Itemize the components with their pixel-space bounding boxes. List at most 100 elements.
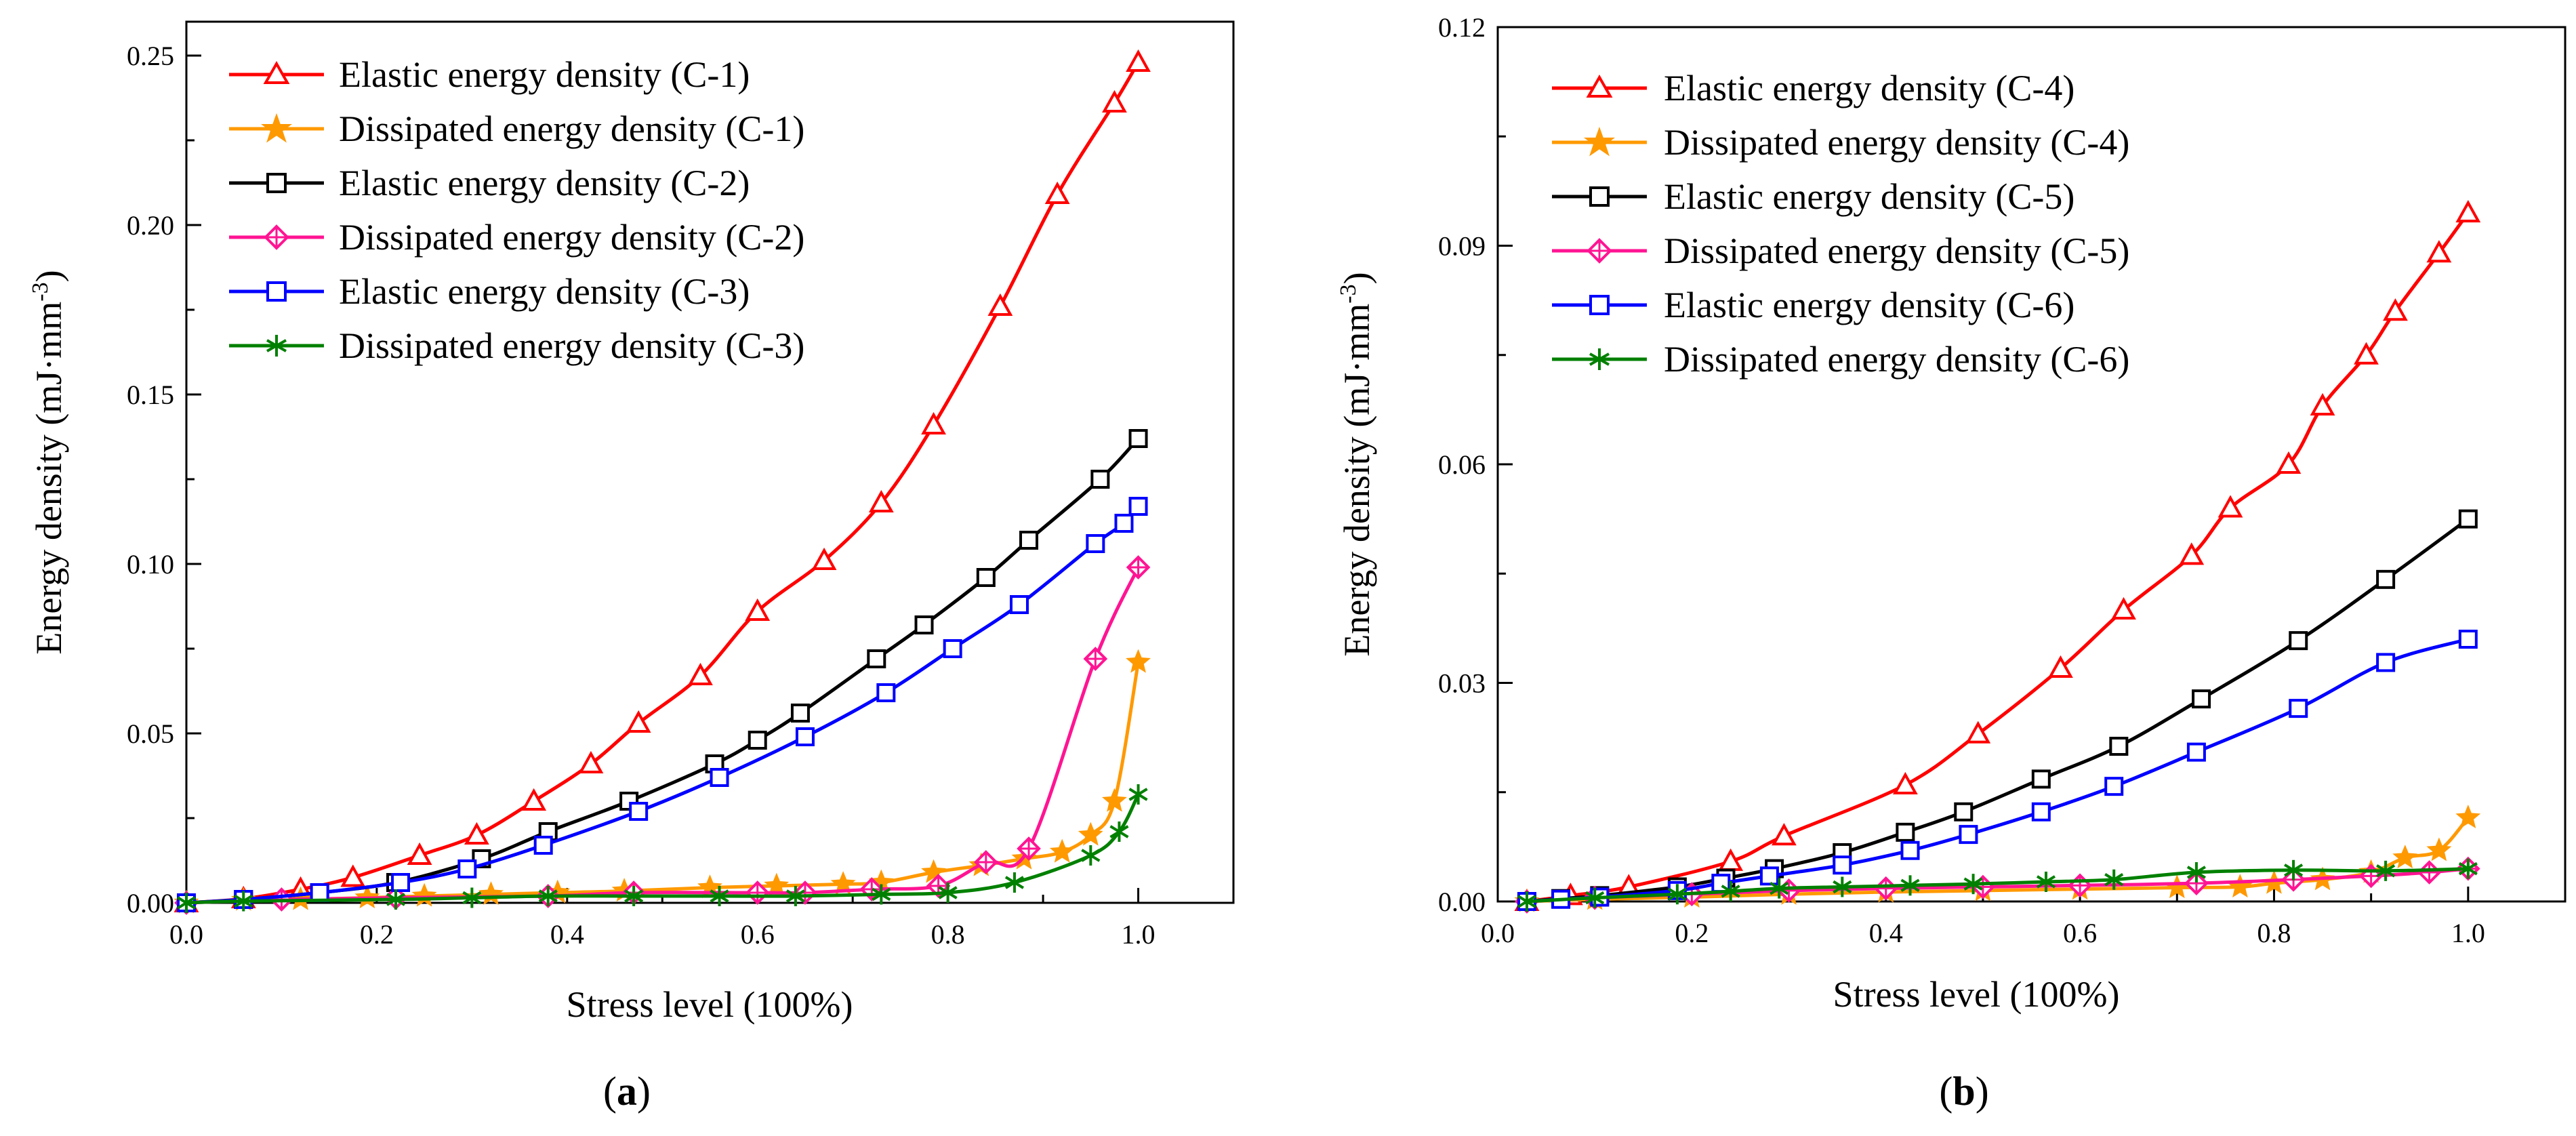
legend-b-entry-3: Elastic energy density (C-5) xyxy=(1552,176,2074,217)
panel-a-series-1-point xyxy=(464,821,489,845)
panel-a-series-5-point xyxy=(1114,514,1134,533)
panel-b-series-5-point xyxy=(2289,699,2308,718)
panel-a-series-5-point xyxy=(457,859,477,878)
panel-b-caption: (b) xyxy=(1939,1069,1988,1114)
panel-a-series-6-point xyxy=(538,886,558,906)
panel-a-series-layer xyxy=(173,49,1151,915)
legend-a-entry-2: Dissipated energy density (C-1) xyxy=(229,108,804,149)
panel-b-series-5-point xyxy=(2458,630,2478,649)
panel-a-series-3-point xyxy=(619,792,639,811)
panel-b-ytick-label: 0.03 xyxy=(1438,668,1486,699)
panel-a-xtick-label: 0.2 xyxy=(360,919,394,950)
panel-a-series-6 xyxy=(176,784,1148,913)
panel-a-series-1-point xyxy=(1126,49,1151,72)
panel-a: 0.0 0.2 0.4 0.6 0.8 1.0 0.00 0.05 0.10 0.15 0.20 0.… xyxy=(28,20,1235,1114)
panel-b-caption-open: ( xyxy=(1939,1069,1953,1114)
panel-b-series-1-point xyxy=(1892,771,1918,794)
panel-b-series-3-point xyxy=(2031,769,2051,789)
panel-b-series-5-point xyxy=(2104,777,2124,796)
panel-a-ytick-label: 0.10 xyxy=(127,549,174,580)
panel-b-series-6-point xyxy=(2376,860,2396,881)
legend-a-label-5: Elastic energy density (C-3) xyxy=(339,271,750,312)
panel-b-series-1-point xyxy=(2354,342,2379,365)
panel-b-series-1-point xyxy=(2455,200,2481,223)
panel-b-series-5 xyxy=(1517,630,2478,911)
panel-b-series-6 xyxy=(1517,858,2478,912)
legend-a-square-icon xyxy=(266,173,287,193)
panel-b-series-1-point xyxy=(2426,240,2452,263)
panel-b-xtick-label: 0.6 xyxy=(2063,918,2097,948)
panel-a-series-1-point xyxy=(1102,89,1127,113)
panel-b-series-4-point xyxy=(1873,876,1898,901)
panel-b-x-axis-title: Stress level (100%) xyxy=(1833,974,2120,1015)
panel-a-series-6-point xyxy=(1081,845,1101,866)
panel-b-series-6-point xyxy=(1721,880,1740,901)
legend-b-triangle-icon xyxy=(1586,74,1613,98)
panel-a-series-3-point xyxy=(1128,429,1148,448)
panel-a-caption-open: ( xyxy=(603,1069,617,1114)
panel-a-series-4-point xyxy=(973,850,998,874)
panel-a-series-4-point xyxy=(1017,836,1041,861)
panel-b-series-5-point xyxy=(2031,802,2051,821)
legend-b-diamond-icon xyxy=(1587,238,1612,264)
panel-a-series-6-point xyxy=(785,886,805,906)
panel-b-series-2-point xyxy=(2455,805,2481,828)
panel-a-series-1-line xyxy=(184,60,1140,905)
panel-b-series-6-point xyxy=(1900,875,1920,896)
legend-a-label-6: Dissipated energy density (C-3) xyxy=(339,325,804,366)
panel-a-series-1-point xyxy=(987,293,1013,316)
panel-b-xtick-label: 0.8 xyxy=(2257,918,2291,948)
panel-a-series-2-point xyxy=(1126,649,1151,673)
panel-b-series-1-point xyxy=(1771,823,1797,846)
panel-b-y-axis-title-exp: -3 xyxy=(1336,284,1361,303)
panel-b-series-6-point xyxy=(2186,862,2206,883)
panel-b-series-3-line xyxy=(1525,517,2470,904)
legend-b-asterisk-icon xyxy=(1589,348,1610,370)
panel-b-series-1-point xyxy=(2217,495,2243,518)
panel-b-series-6-point xyxy=(1517,891,1537,912)
panel-b-series-2-point xyxy=(2426,837,2452,861)
panel-b-series-1-point xyxy=(2310,392,2335,415)
panel-a-y-axis-title-main: Energy density (mJ·mm xyxy=(28,302,69,655)
panel-b-series-4-point xyxy=(2417,860,2442,885)
panel-a-series-5-point xyxy=(943,639,962,658)
panel-a-ytick-label: 0.25 xyxy=(127,41,174,71)
panel-a-caption-close: ) xyxy=(637,1069,651,1114)
panel-a-series-3-point xyxy=(976,568,996,587)
legend-b-star-icon xyxy=(1584,127,1615,157)
legend-a-square-icon-blue xyxy=(266,281,287,302)
panel-a-series-2-point xyxy=(1049,838,1075,863)
panel-a-series-6-point xyxy=(710,886,729,906)
panel-b-series-6-point xyxy=(2104,869,2124,890)
panel-a-series-6-point xyxy=(176,893,197,913)
legend-b-entry-2: Dissipated energy density (C-4) xyxy=(1552,122,2129,163)
panel-a-series-1-point xyxy=(407,842,432,865)
panel-a-x-axis-title: Stress level (100%) xyxy=(567,984,853,1025)
panel-b-ytick-label: 0.09 xyxy=(1438,231,1486,262)
panel-b-series-5-point xyxy=(1759,866,1779,886)
panel-b-ytick-label: 0.12 xyxy=(1438,12,1486,43)
legend-a-label-1: Elastic energy density (C-1) xyxy=(339,54,750,95)
panel-b-series-3-point xyxy=(2458,509,2478,529)
panel-a-series-5-point xyxy=(533,836,553,855)
legend-a-entry-1: Elastic energy density (C-1) xyxy=(229,54,750,95)
panel-a-series-2-point xyxy=(478,881,504,906)
panel-a-ytick-label: 0.15 xyxy=(127,380,174,410)
panel-a-series-2-point xyxy=(1102,788,1127,812)
panel-b-series-6-point xyxy=(1770,878,1789,899)
panel-b-series-3-point xyxy=(2289,631,2308,651)
legend-a-label-2: Dissipated energy density (C-1) xyxy=(339,108,804,149)
panel-b-series-5-point xyxy=(2186,742,2206,762)
panel-a-series-1 xyxy=(173,49,1151,912)
panel-a-xtick-label: 0.8 xyxy=(931,919,965,950)
panel-b-caption-close: ) xyxy=(1976,1069,1989,1114)
panel-b-series-3-point xyxy=(2109,737,2129,756)
panel-b-legend: Elastic energy density (C-4) Dissipated … xyxy=(1552,68,2129,380)
legend-a-star-icon xyxy=(261,113,292,143)
panel-a-series-6-point xyxy=(624,886,644,906)
panel-b-series-6-point xyxy=(2458,858,2478,879)
panel-a-series-3-point xyxy=(1019,531,1039,550)
panel-b-caption-letter: b xyxy=(1953,1069,1975,1114)
legend-b-label-2: Dissipated energy density (C-4) xyxy=(1664,122,2129,163)
